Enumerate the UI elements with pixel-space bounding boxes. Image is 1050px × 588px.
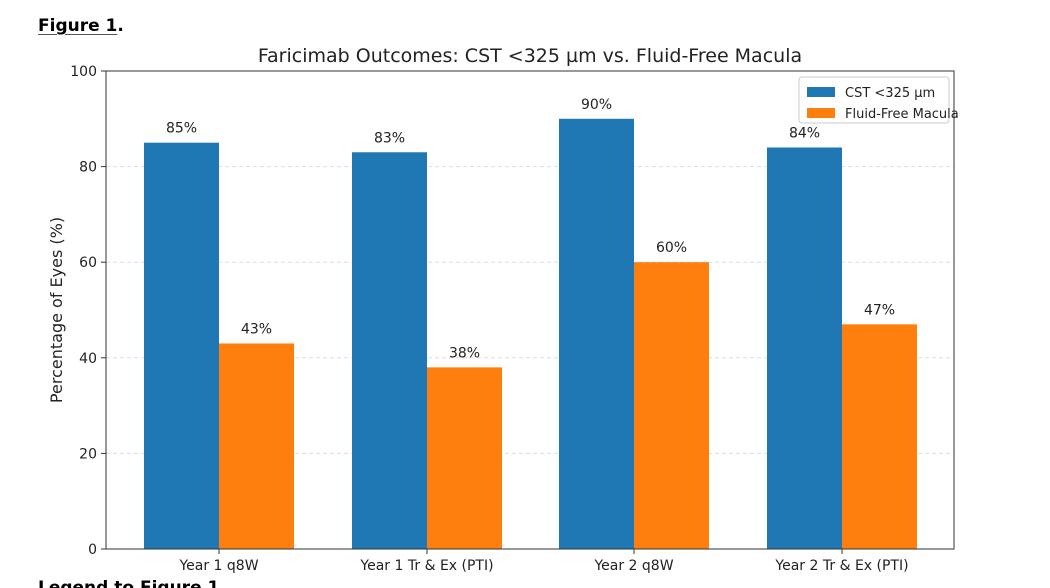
legend: CST <325 µm Fluid-Free Macula — [798, 76, 959, 124]
x-tick-label: Year 2 Tr & Ex (PTI) — [774, 558, 908, 574]
bar — [219, 343, 294, 549]
bar-value-label: 38% — [449, 345, 480, 361]
figure-label-suffix: . — [117, 16, 124, 36]
legend-label: Fluid-Free Macula — [845, 107, 959, 122]
bar-value-label: 47% — [864, 302, 895, 318]
bar-value-label: 83% — [374, 130, 405, 146]
bar — [352, 152, 427, 549]
bar — [842, 324, 917, 549]
y-tick-label: 100 — [70, 64, 97, 80]
y-tick-label: 60 — [79, 255, 97, 271]
y-tick-label: 80 — [79, 160, 97, 176]
bar-value-label: 85% — [166, 121, 197, 137]
bar-value-label: 90% — [581, 97, 612, 113]
bar — [634, 262, 709, 549]
bar — [767, 147, 842, 550]
figure-label: Figure 1. — [38, 16, 124, 36]
plot-frame — [105, 70, 955, 550]
figure-label-text: Figure 1 — [38, 16, 118, 36]
bar — [559, 118, 634, 550]
bar-value-label: 60% — [656, 240, 687, 256]
bar — [144, 142, 219, 549]
x-tick-label: Year 1 q8W — [178, 558, 258, 574]
figure-caption-partial: Legend to Figure 1 — [38, 578, 219, 588]
bar — [427, 367, 502, 549]
legend-swatch — [807, 108, 835, 118]
chart-title: Faricimab Outcomes: CST <325 µm vs. Flui… — [258, 45, 802, 67]
bar-value-label: 84% — [789, 125, 820, 141]
y-axis-label: Percentage of Eyes (%) — [47, 217, 66, 403]
y-axis-ticks: 0 20 40 60 80 100 — [70, 64, 106, 558]
y-tick-label: 20 — [79, 446, 97, 462]
x-axis-ticks: Year 1 q8W Year 1 Tr & Ex (PTI) Year 2 q8W… — [178, 549, 909, 574]
legend-box — [798, 76, 950, 124]
x-tick-label: Year 2 q8W — [593, 558, 673, 574]
y-tick-label: 0 — [88, 542, 97, 558]
legend-label: CST <325 µm — [845, 86, 935, 101]
legend-swatch — [807, 87, 835, 97]
y-tick-label: 40 — [79, 351, 97, 367]
bar-value-label: 43% — [241, 321, 272, 337]
caption-text: Legend to Figure 1 — [38, 578, 220, 588]
bars — [144, 118, 917, 550]
bar-value-labels: 85% 43% 83% 38% 90% 60% 84% 47% — [166, 97, 895, 362]
x-tick-label: Year 1 Tr & Ex (PTI) — [359, 558, 493, 574]
